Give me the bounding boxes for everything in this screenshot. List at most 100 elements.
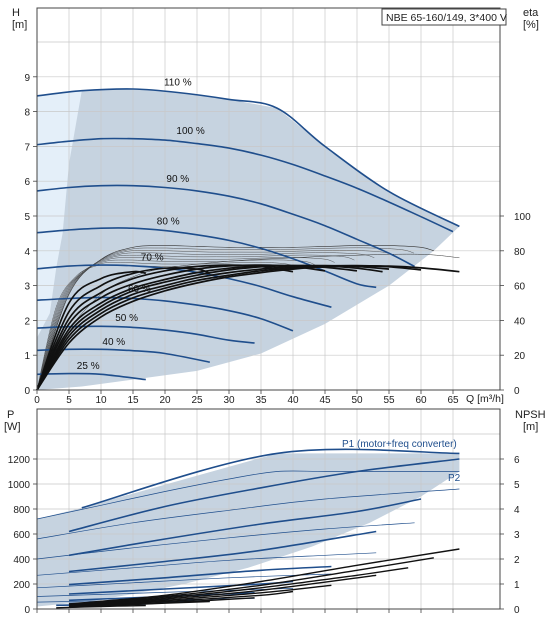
y2-tick-label: 5	[514, 480, 520, 491]
p2-curve	[36, 470, 460, 520]
efficiency-thin-curve	[36, 247, 415, 391]
y-tick-label: 2	[24, 316, 30, 327]
x-tick-label: 65	[447, 395, 459, 406]
efficiency-thin-curve	[36, 254, 355, 391]
npsh-axis-label: NPSH	[515, 409, 546, 421]
efficiency-envelope-lower	[36, 253, 460, 391]
flow-axis-label: Q [m³/h]	[466, 393, 504, 405]
speed-label: 110 %	[164, 78, 192, 89]
speed-label: 100 %	[176, 126, 204, 137]
p1-curve	[81, 448, 460, 509]
efficiency-curve	[36, 264, 422, 391]
y2-tick-label: 80	[514, 247, 526, 258]
speed-label: 80 %	[157, 217, 180, 228]
x-tick-label: 45	[319, 395, 331, 406]
chart-title: NBE 65-160/149, 3*400 V	[386, 12, 507, 24]
y2-tick-label: 3	[514, 530, 520, 541]
y-tick-label: 4	[24, 247, 30, 258]
y2-tick-label: 2	[514, 555, 520, 566]
x-tick-label: 0	[34, 395, 40, 406]
speed-label: 40 %	[102, 337, 125, 348]
operating-envelope	[37, 89, 460, 390]
x-tick-label: 30	[223, 395, 235, 406]
y-tick-label: 1200	[8, 455, 31, 466]
p2-curve	[36, 488, 460, 540]
power-axis-unit: [W]	[4, 421, 21, 433]
x-tick-label: 60	[415, 395, 427, 406]
efficiency-curve	[36, 264, 326, 391]
y-tick-label: 1	[24, 351, 30, 362]
y-tick-label: 9	[24, 73, 30, 84]
head-curve	[36, 88, 460, 228]
y-tick-label: 7	[24, 142, 30, 153]
y2-tick-label: 40	[514, 316, 526, 327]
p2-annotation: P2	[448, 473, 461, 484]
power-plot-frame	[36, 408, 501, 610]
p1-curve	[68, 565, 332, 586]
p2-curve	[36, 573, 332, 589]
y-tick-label: 200	[13, 580, 30, 591]
p2-curve	[36, 552, 377, 576]
power-envelope	[37, 453, 460, 607]
head-axis-label: H	[12, 7, 20, 19]
speed-label: 50 %	[115, 313, 138, 324]
x-tick-label: 20	[159, 395, 171, 406]
efficiency-thin-curve	[36, 257, 335, 391]
eta-axis-unit: [%]	[523, 19, 539, 31]
npsh-curve	[68, 584, 332, 607]
y2-tick-label: 6	[514, 455, 520, 466]
y-tick-label: 800	[13, 505, 30, 516]
head-curve	[36, 227, 377, 289]
y2-tick-label: 1	[514, 580, 520, 591]
y2-tick-label: 0	[514, 605, 520, 616]
y-tick-label: 600	[13, 530, 30, 541]
low-flow-region	[37, 90, 82, 338]
y2-tick-label: 60	[514, 282, 526, 293]
head-curve	[36, 348, 210, 363]
speed-label: 60 %	[128, 284, 151, 295]
efficiency-thin-curve	[36, 262, 295, 391]
efficiency-curve	[36, 264, 358, 391]
x-tick-label: 35	[255, 395, 267, 406]
head-curve	[36, 372, 146, 381]
y-tick-label: 400	[13, 555, 30, 566]
x-tick-label: 15	[127, 395, 139, 406]
x-tick-label: 5	[66, 395, 72, 406]
p2-curve	[36, 588, 294, 597]
p1-annotation: P1 (motor+freq converter)	[342, 439, 457, 450]
head-curve	[36, 264, 332, 308]
head-flow-chart: 110 % 100 % 90 % 80 % 70 % 60 % 50 % 40 % 25 % 0…	[12, 7, 539, 406]
x-tick-label: 40	[287, 395, 299, 406]
y2-tick-label: 4	[514, 505, 520, 516]
y-tick-label: 8	[24, 108, 30, 119]
npsh-curve	[68, 548, 460, 605]
npsh-curve	[68, 557, 434, 606]
head-curve	[36, 296, 294, 332]
speed-label: 25 %	[77, 361, 100, 372]
head-curve	[36, 137, 454, 233]
y-tick-label: 0	[24, 386, 30, 397]
p1-curve	[68, 458, 460, 533]
npsh-curve	[56, 604, 146, 609]
y2-tick-label: 20	[514, 351, 526, 362]
y2-tick-label: 100	[514, 212, 531, 223]
y-tick-label: 1000	[8, 480, 31, 491]
p1-curve	[68, 530, 377, 573]
title-box	[381, 8, 507, 26]
head-curve	[36, 184, 415, 268]
eta-axis-label: eta	[523, 7, 539, 19]
head-plot-frame	[36, 7, 501, 391]
npsh-curve	[68, 574, 377, 607]
x-tick-label: 55	[383, 395, 395, 406]
speed-label: 90 %	[166, 174, 189, 185]
y-tick-label: 3	[24, 282, 30, 293]
y-tick-label: 6	[24, 177, 30, 188]
npsh-curve	[68, 590, 294, 608]
efficiency-thin-curve	[36, 259, 315, 391]
y2-tick-label: 0	[514, 386, 520, 397]
head-axis-unit: [m]	[12, 19, 27, 31]
power-axis-label: P	[7, 409, 14, 421]
efficiency-curve	[36, 267, 211, 391]
